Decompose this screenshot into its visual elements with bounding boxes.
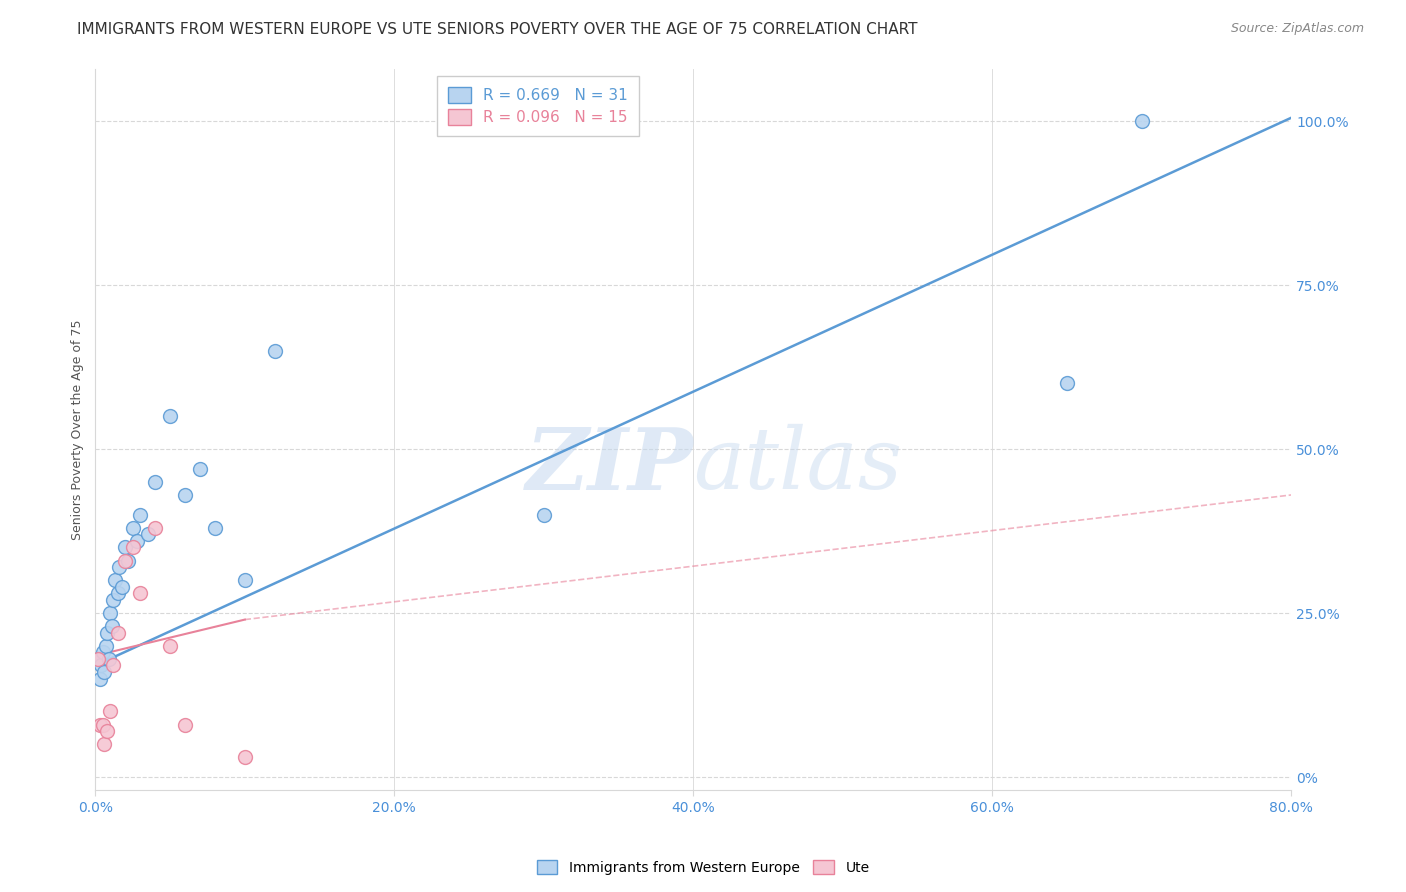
Point <box>101 619 124 633</box>
Point <box>93 737 115 751</box>
Point <box>1056 376 1078 391</box>
Point <box>1130 114 1153 128</box>
Point <box>129 508 152 522</box>
Point <box>114 541 136 555</box>
Point <box>104 573 127 587</box>
Point <box>121 541 143 555</box>
Point <box>127 533 149 548</box>
Point <box>96 625 118 640</box>
Point <box>159 639 181 653</box>
Point <box>174 717 197 731</box>
Y-axis label: Seniors Poverty Over the Age of 75: Seniors Poverty Over the Age of 75 <box>72 319 84 540</box>
Point <box>136 527 159 541</box>
Point <box>263 343 285 358</box>
Point <box>117 553 139 567</box>
Point <box>91 645 114 659</box>
Point <box>87 652 110 666</box>
Text: ZIP: ZIP <box>526 424 693 508</box>
Point <box>90 658 112 673</box>
Legend: R = 0.669   N = 31, R = 0.096   N = 15: R = 0.669 N = 31, R = 0.096 N = 15 <box>437 76 638 136</box>
Point <box>204 521 226 535</box>
Point <box>103 658 125 673</box>
Point <box>98 705 121 719</box>
Point <box>93 665 115 679</box>
Point <box>107 625 129 640</box>
Point <box>96 724 118 739</box>
Text: IMMIGRANTS FROM WESTERN EUROPE VS UTE SENIORS POVERTY OVER THE AGE OF 75 CORRELA: IMMIGRANTS FROM WESTERN EUROPE VS UTE SE… <box>77 22 918 37</box>
Point <box>108 560 131 574</box>
Point <box>91 717 114 731</box>
Point <box>129 586 152 600</box>
Point <box>103 593 125 607</box>
Legend: Immigrants from Western Europe, Ute: Immigrants from Western Europe, Ute <box>531 855 875 880</box>
Text: atlas: atlas <box>693 424 903 507</box>
Point <box>97 652 120 666</box>
Point <box>159 409 181 424</box>
Point <box>143 475 166 489</box>
Text: Source: ZipAtlas.com: Source: ZipAtlas.com <box>1230 22 1364 36</box>
Point <box>89 717 111 731</box>
Point <box>111 580 134 594</box>
Point <box>89 672 111 686</box>
Point <box>87 652 110 666</box>
Point <box>107 586 129 600</box>
Point <box>174 488 197 502</box>
Point <box>143 521 166 535</box>
Point <box>98 606 121 620</box>
Point <box>233 750 256 764</box>
Point <box>233 573 256 587</box>
Point <box>114 553 136 567</box>
Point <box>533 508 555 522</box>
Point <box>121 521 143 535</box>
Point <box>94 639 117 653</box>
Point <box>188 461 211 475</box>
